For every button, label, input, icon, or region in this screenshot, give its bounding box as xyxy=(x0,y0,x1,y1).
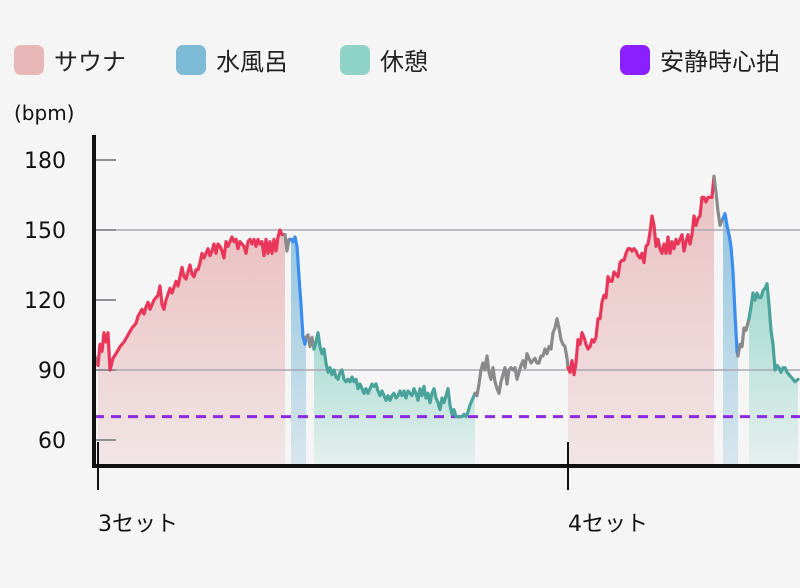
session-shading xyxy=(98,176,798,465)
shade-bath-4 xyxy=(723,213,738,464)
y-axis-ticks: 60 90 120 150 180 xyxy=(24,149,116,454)
grid-lines xyxy=(94,229,800,419)
shade-bath-1 xyxy=(291,237,306,464)
legend-item-resting-hr: 安静時心拍 xyxy=(620,45,780,76)
y-tick-label-60: 60 xyxy=(38,429,66,454)
legend-swatch-sauna xyxy=(14,45,44,75)
shade-sauna-3 xyxy=(568,176,714,465)
legend-swatch-water-bath xyxy=(176,45,206,75)
y-tick-label-180: 180 xyxy=(24,149,66,174)
hr-line-other-4 xyxy=(304,333,316,351)
hr-line-bath-9 xyxy=(721,212,740,358)
y-tick-label-120: 120 xyxy=(24,289,66,314)
legend-item-sauna: サウナ xyxy=(14,45,126,76)
shade-rest-5 xyxy=(749,283,798,464)
x-tick-label-set4: 4セット xyxy=(568,512,648,537)
hr-line-other-10 xyxy=(736,317,751,358)
legend: サウナ 水風呂 休憩 安静時心拍 xyxy=(14,45,780,76)
legend-label-water-bath: 水風呂 xyxy=(216,48,288,76)
legend-swatch-resting-hr xyxy=(620,45,650,75)
hr-line-other-2 xyxy=(283,233,293,253)
y-tick-label-150: 150 xyxy=(24,219,66,244)
heart-rate-lines xyxy=(92,174,800,419)
hr-line-sauna-7 xyxy=(566,174,716,377)
hr-line-other-8 xyxy=(712,174,725,227)
x-tick-label-set3: 3セット xyxy=(98,512,178,537)
hr-line-sauna-1 xyxy=(96,228,287,372)
legend-item-water-bath: 水風呂 xyxy=(176,45,288,76)
legend-swatch-rest xyxy=(340,45,370,75)
legend-label-rest: 休憩 xyxy=(380,48,428,76)
hr-line-rest-11 xyxy=(747,282,800,384)
y-tick-label-90: 90 xyxy=(38,359,66,384)
hr-line-rest-5 xyxy=(312,331,477,419)
legend-label-resting-hr: 安静時心拍 xyxy=(660,48,780,76)
hr-line-bath-3 xyxy=(289,235,308,346)
legend-label-sauna: サウナ xyxy=(54,48,126,76)
legend-item-rest: 休憩 xyxy=(340,45,428,76)
y-axis-unit-label: (bpm) xyxy=(14,101,74,125)
shade-sauna-0 xyxy=(98,230,285,464)
x-axis-ticks: 3セット 4セット xyxy=(97,442,648,537)
hr-line-other-6 xyxy=(473,317,570,398)
